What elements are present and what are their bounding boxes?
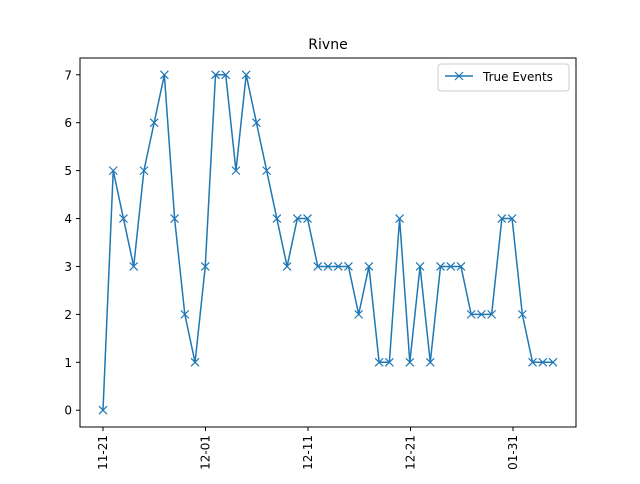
series-layer [98, 70, 558, 415]
data-point [159, 70, 169, 80]
data-point [497, 214, 507, 223]
data-point [282, 262, 292, 271]
data-point [354, 309, 364, 319]
legend-label: True Events [482, 70, 553, 84]
data-point [129, 262, 139, 271]
y-tick-label: 3 [64, 260, 72, 274]
data-point [364, 262, 374, 271]
data-point [538, 357, 548, 367]
x-tick-label: 11-21 [96, 435, 110, 470]
x-tick-label: 01-31 [506, 435, 520, 470]
data-point [476, 309, 486, 319]
data-point [405, 357, 415, 367]
y-axis: 0 1 2 3 4 5 6 7 [64, 68, 80, 418]
data-point [272, 214, 282, 223]
chart-title: Rivne [308, 37, 347, 53]
data-point [139, 166, 149, 176]
data-point [344, 262, 353, 271]
data-point [241, 70, 251, 80]
y-tick-label: 4 [64, 212, 72, 226]
legend-marker-b [454, 71, 464, 81]
y-tick-label: 5 [64, 164, 72, 178]
data-point [323, 262, 333, 271]
data-point [487, 309, 497, 319]
data-point [221, 70, 231, 80]
x-tick-label: 12-11 [301, 435, 315, 470]
x-tick-label: 12-21 [404, 435, 418, 470]
legend-box [437, 63, 570, 92]
data-point [149, 118, 159, 128]
data-point [517, 309, 527, 319]
data-point [211, 70, 220, 80]
data-point [425, 357, 435, 367]
data-point [262, 166, 272, 176]
data-point [456, 262, 466, 271]
y-tick-label: 6 [64, 116, 72, 130]
data-point [395, 214, 405, 223]
x-tick-label: 12-01 [199, 435, 213, 470]
data-point [374, 357, 384, 367]
data-point [528, 357, 537, 367]
data-point [466, 309, 476, 319]
data-point [292, 214, 302, 223]
y-tick-label: 0 [64, 404, 72, 418]
data-point [548, 357, 558, 367]
legend: True Events [437, 63, 570, 92]
plot-frame [79, 57, 577, 428]
data-point [384, 357, 394, 367]
data-point [333, 262, 343, 271]
data-point [251, 118, 261, 128]
data-point [415, 262, 425, 271]
data-point [119, 214, 128, 223]
data-point [200, 262, 210, 271]
y-tick-label: 2 [64, 308, 72, 322]
data-point [303, 214, 312, 223]
y-tick-label: 1 [64, 356, 72, 370]
data-point [180, 309, 190, 319]
data-point [108, 166, 118, 176]
y-tick-label: 7 [64, 68, 72, 82]
data-point [446, 262, 456, 271]
data-point [170, 214, 180, 223]
data-point [190, 357, 200, 367]
data-point [313, 262, 323, 271]
x-axis: 11-21 12-01 12-11 12-21 01-31 [96, 427, 520, 470]
data-point [507, 214, 517, 223]
data-point [436, 262, 445, 271]
data-point [98, 405, 108, 415]
data-point [231, 166, 241, 176]
